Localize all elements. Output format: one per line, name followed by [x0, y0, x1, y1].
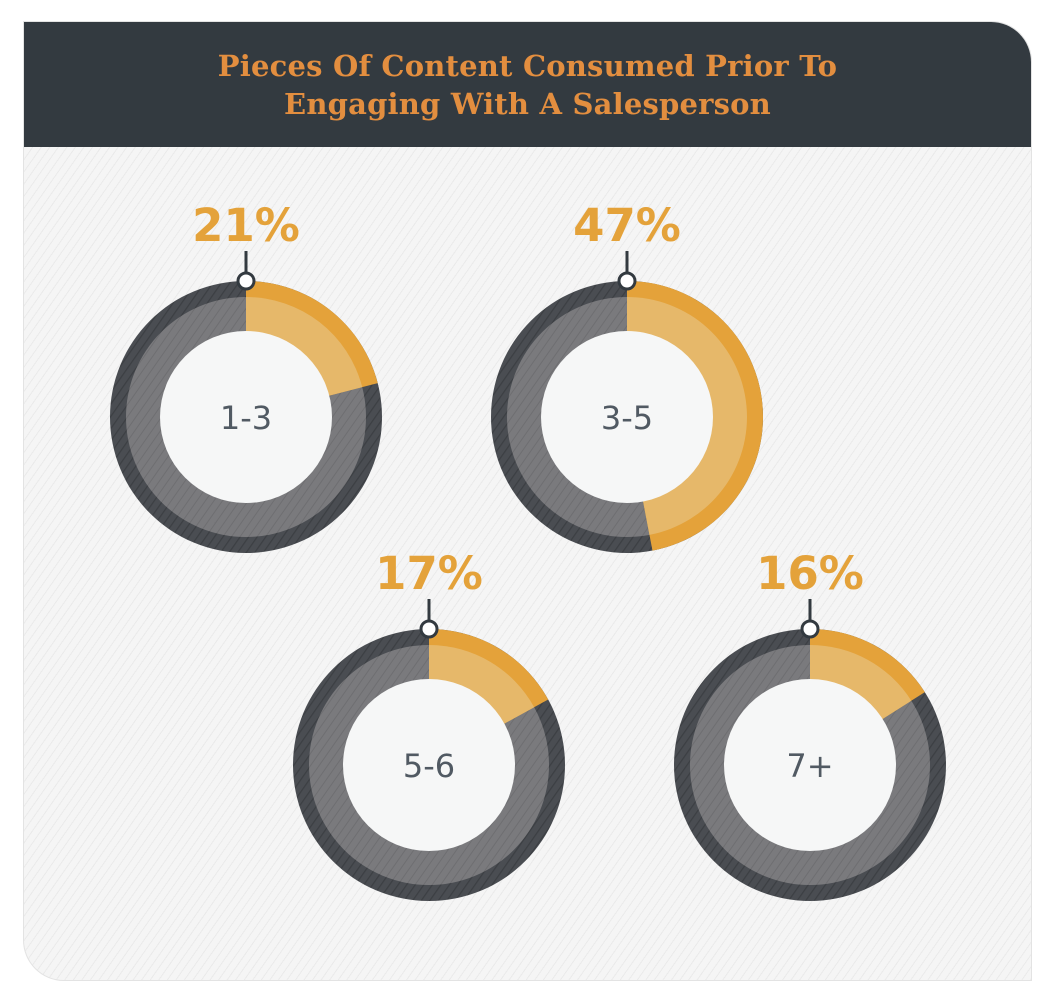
pointer-marker: [419, 619, 439, 639]
header-banner: Pieces Of Content Consumed Prior To Enga…: [24, 22, 1031, 147]
donut-center: [343, 679, 515, 851]
pointer-marker: [617, 271, 637, 291]
value-label: 47%: [573, 199, 681, 252]
category-label: 3-5: [601, 399, 653, 437]
donut-2: 3-5 47%: [491, 199, 763, 553]
category-label: 5-6: [403, 747, 455, 785]
category-label: 1-3: [220, 399, 272, 437]
title-line-2: Engaging With A Salesperson: [284, 86, 771, 121]
value-label: 17%: [375, 547, 483, 600]
value-label: 16%: [756, 547, 864, 600]
donut-3: 5-6 17%: [293, 547, 565, 901]
pointer-marker: [800, 619, 820, 639]
donut-center: [541, 331, 713, 503]
title-line-1: Pieces Of Content Consumed Prior To: [217, 48, 838, 83]
pointer-marker: [236, 271, 256, 291]
value-label: 21%: [192, 199, 300, 252]
donut-center: [724, 679, 896, 851]
donut-4: 7+ 16%: [674, 547, 946, 901]
donut-center: [160, 331, 332, 503]
donut-1: 1-3 21%: [110, 199, 382, 553]
category-label: 7+: [786, 747, 833, 785]
